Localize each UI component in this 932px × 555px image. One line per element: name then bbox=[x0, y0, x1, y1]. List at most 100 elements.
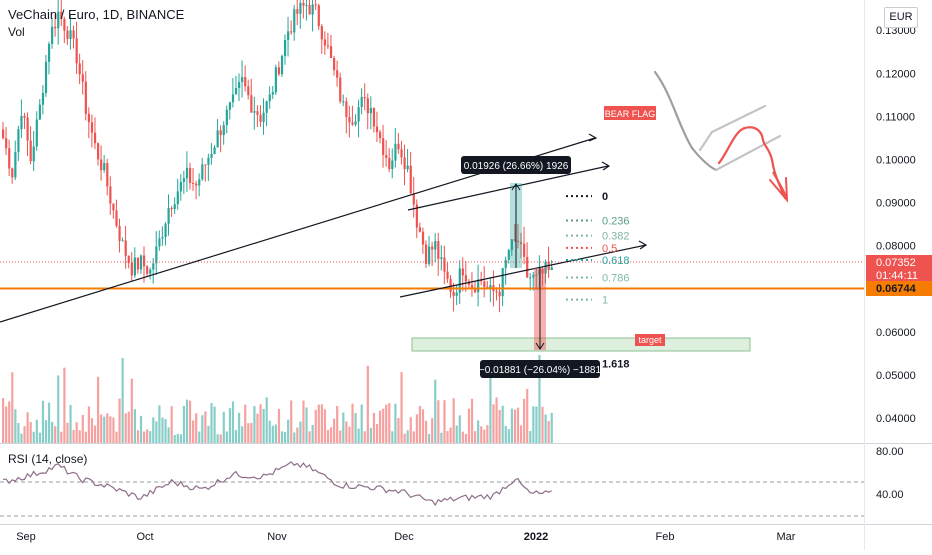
candle-body bbox=[60, 11, 63, 19]
volume-bar bbox=[271, 425, 274, 443]
volume-bar bbox=[72, 429, 75, 443]
support-price-value: 0.06744 bbox=[876, 283, 917, 295]
volume-bar bbox=[26, 412, 29, 443]
candle-body bbox=[256, 111, 259, 115]
currency-button[interactable]: EUR bbox=[884, 7, 918, 28]
volume-bar bbox=[93, 425, 97, 443]
candle-body bbox=[63, 18, 66, 31]
volume-bar bbox=[84, 431, 87, 443]
candle-body bbox=[287, 31, 290, 41]
price-tick-label: 0.09000 bbox=[876, 198, 916, 210]
volume-bar bbox=[57, 375, 60, 443]
candle-body bbox=[501, 268, 504, 297]
volume-bar bbox=[139, 416, 143, 443]
volume-bar bbox=[90, 418, 94, 443]
candle-body bbox=[483, 281, 486, 287]
candle-body bbox=[188, 167, 192, 184]
volume-bar bbox=[244, 404, 247, 443]
channel-lower-line[interactable] bbox=[399, 244, 647, 298]
candle-body bbox=[535, 274, 538, 276]
volume-bar bbox=[434, 379, 437, 443]
volume-bar bbox=[440, 432, 443, 443]
current-price-badge bbox=[866, 255, 932, 282]
candle-body bbox=[271, 92, 274, 95]
candle-body bbox=[498, 291, 501, 297]
volume-bar bbox=[415, 414, 418, 443]
candle-body bbox=[366, 98, 369, 114]
price-tick-label: 0.05000 bbox=[876, 370, 916, 382]
volume-bar bbox=[504, 426, 507, 443]
candle-body bbox=[351, 122, 354, 125]
volume-bar bbox=[81, 414, 84, 443]
volume-bar bbox=[516, 407, 520, 443]
measure-down-arrow bbox=[535, 342, 545, 350]
price-axis[interactable]: 0.13000 0.12000 0.11000 0.10000 0.09000 0.080… bbox=[876, 25, 916, 425]
volume-bar bbox=[63, 367, 66, 443]
volume-bar bbox=[179, 434, 182, 443]
candle-body bbox=[149, 269, 152, 274]
symbol-title: VeChain / Euro, 1D, BINANCE bbox=[8, 7, 185, 22]
volume-bar bbox=[280, 431, 284, 443]
volume-bars bbox=[2, 355, 553, 443]
candle-body bbox=[412, 193, 415, 205]
volume-bar bbox=[480, 426, 483, 443]
volume-bar bbox=[513, 409, 517, 443]
candle-body bbox=[106, 163, 109, 187]
candle-body bbox=[474, 288, 477, 293]
volume-bar bbox=[106, 413, 109, 443]
volume-bar bbox=[489, 368, 492, 443]
target-zone[interactable] bbox=[411, 337, 751, 352]
volume-bar bbox=[378, 410, 382, 443]
bear-flag-label: BEAR FLAG bbox=[605, 109, 656, 119]
candle-body bbox=[87, 113, 91, 123]
candle-body bbox=[118, 226, 121, 241]
volume-bar bbox=[66, 422, 69, 443]
volume-bar bbox=[345, 421, 348, 443]
candle-body bbox=[406, 165, 409, 170]
price-tick-label: 0.10000 bbox=[876, 155, 916, 167]
candle-body bbox=[136, 257, 140, 270]
fib-level-label: 0.382 bbox=[602, 231, 630, 243]
volume-bar bbox=[299, 421, 302, 443]
candle-body bbox=[210, 154, 213, 158]
volume-bar bbox=[228, 408, 232, 443]
candle-body bbox=[513, 239, 517, 241]
volume-bar bbox=[360, 404, 363, 443]
candle-body bbox=[424, 244, 428, 264]
volume-bar bbox=[501, 405, 504, 443]
price-tick-label: 0.04000 bbox=[876, 413, 916, 425]
candle-body bbox=[434, 241, 437, 250]
price-tick-label: 0.08000 bbox=[876, 241, 916, 253]
volume-bar bbox=[317, 404, 320, 443]
time-axis[interactable]: Sep Oct Nov Dec 2022 Feb Mar bbox=[16, 531, 796, 543]
volume-bar bbox=[192, 420, 195, 443]
volume-bar bbox=[158, 405, 161, 443]
volume-bar bbox=[130, 378, 133, 443]
channel-upper-line[interactable] bbox=[407, 165, 609, 211]
candle-body bbox=[38, 104, 41, 120]
candle-body bbox=[274, 67, 277, 93]
volume-bar bbox=[170, 406, 173, 443]
volume-bar bbox=[195, 413, 198, 443]
measure-up-label: 0.01926 (26.66%) 1926 bbox=[464, 161, 569, 172]
volume-bar bbox=[133, 409, 136, 443]
candle-body bbox=[179, 181, 182, 192]
candle-body bbox=[458, 268, 461, 293]
volume-bar bbox=[333, 418, 336, 443]
candle-body bbox=[299, 2, 302, 14]
volume-bar bbox=[348, 426, 351, 443]
candle-body bbox=[345, 101, 348, 118]
candle-body bbox=[504, 259, 507, 269]
candle-body bbox=[115, 210, 118, 227]
candle-body bbox=[529, 277, 532, 279]
candle-body bbox=[541, 269, 544, 274]
volume-bar bbox=[100, 414, 103, 443]
volume-bar bbox=[161, 417, 164, 443]
volume-bar bbox=[225, 431, 228, 443]
time-tick-label: 2022 bbox=[524, 531, 548, 543]
fib-level-label: 0.618 bbox=[602, 255, 630, 267]
candle-body bbox=[195, 183, 198, 186]
